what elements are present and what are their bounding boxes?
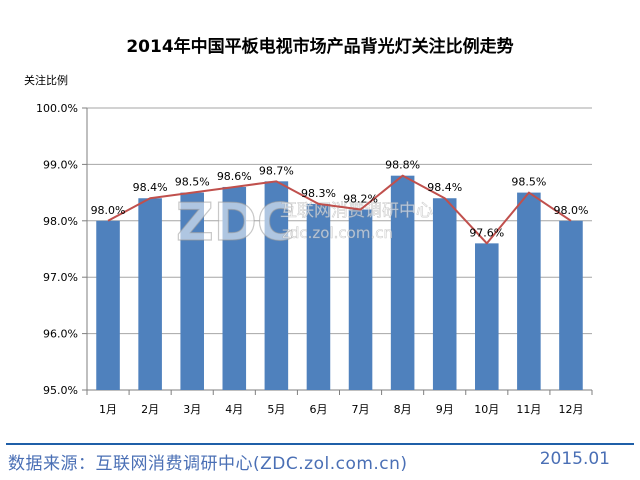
x-tick-label: 12月	[558, 403, 583, 416]
data-label-2: 98.4%	[133, 181, 168, 194]
bar-10	[475, 243, 499, 390]
data-label-9: 98.4%	[427, 181, 462, 194]
watermark-url-text: zdc.zol.com.cn	[282, 224, 393, 242]
data-label-5: 98.7%	[259, 164, 294, 177]
data-label-10: 97.6%	[469, 226, 504, 239]
data-label-7: 98.2%	[343, 193, 378, 206]
watermark-cn-text: 互联网消费调研中心	[280, 201, 433, 221]
footer-divider	[6, 443, 634, 445]
bar-1	[96, 220, 120, 390]
y-tick-label: 95.0%	[43, 384, 78, 397]
bar-5	[264, 181, 289, 390]
bar-4	[222, 186, 247, 390]
bar-11	[517, 192, 541, 390]
chart-title: 2014年中国平板电视市场产品背光灯关注比例走势	[126, 36, 513, 57]
data-label-8: 98.8%	[385, 159, 420, 172]
footer: 数据来源：互联网消费调研中心(ZDC.zol.com.cn) 2015.01	[0, 446, 640, 480]
data-source-text: 数据来源：互联网消费调研中心(ZDC.zol.com.cn)	[8, 454, 408, 474]
bar-2	[138, 198, 162, 390]
bar-8	[390, 175, 415, 390]
x-tick-label: 3月	[183, 403, 201, 416]
watermark-logo: ZDC	[176, 193, 295, 253]
data-label-3: 98.5%	[175, 176, 210, 189]
x-tick-label: 9月	[436, 403, 454, 416]
bar-6	[306, 203, 331, 390]
data-label-6: 98.3%	[301, 187, 336, 200]
trend-line	[107, 174, 572, 245]
x-tick-label: 7月	[352, 403, 370, 416]
data-label-11: 98.5%	[511, 176, 546, 189]
data-label-12: 98.0%	[553, 204, 588, 217]
x-tick-label: 4月	[225, 403, 243, 416]
report-date: 2015.01	[539, 449, 610, 469]
y-tick-label: 98.0%	[43, 215, 78, 228]
x-tick-label: 5月	[267, 403, 285, 416]
data-label-1: 98.0%	[91, 204, 126, 217]
y-tick-label: 96.0%	[43, 328, 78, 341]
data-label-4: 98.6%	[217, 170, 252, 183]
bar-9	[432, 198, 457, 390]
y-axis-label: 关注比例	[24, 73, 68, 87]
x-tick-label: 1月	[99, 403, 117, 416]
y-tick-label: 100.0%	[36, 102, 78, 115]
x-tick-label: 6月	[309, 403, 327, 416]
x-tick-label: 2月	[141, 403, 159, 416]
bar-12	[559, 220, 583, 390]
chart-area: 2014年中国平板电视市场产品背光灯关注比例走势关注比例 95.0% 96.0% 97…	[24, 36, 593, 416]
bar-3	[180, 192, 204, 390]
x-tick-label: 10月	[474, 403, 499, 416]
bar-7	[348, 209, 373, 390]
x-tick-label: 11月	[516, 403, 541, 416]
y-tick-label: 99.0%	[43, 158, 78, 171]
x-tick-label: 8月	[394, 403, 412, 416]
y-tick-label: 97.0%	[43, 271, 78, 284]
